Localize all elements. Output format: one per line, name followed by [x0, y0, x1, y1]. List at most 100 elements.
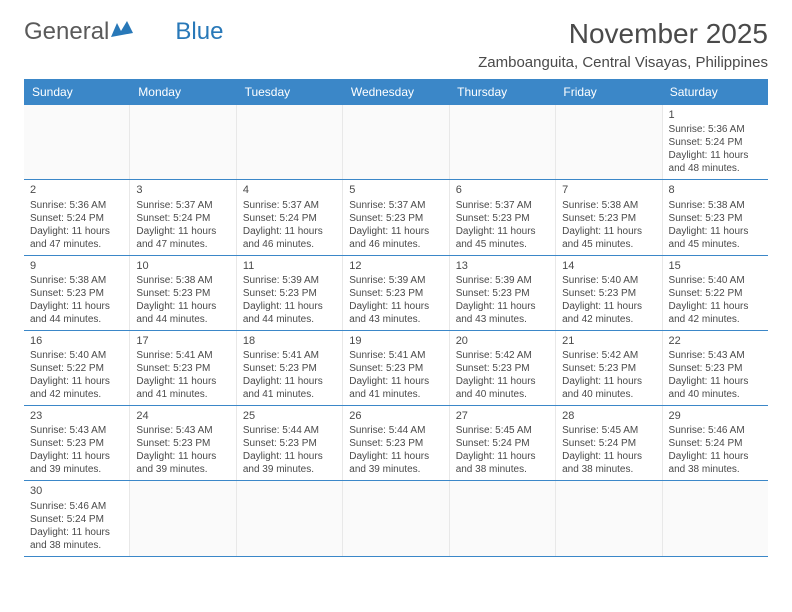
sunset-text: Sunset: 5:24 PM: [30, 513, 123, 526]
daylight-text: Daylight: 11 hours and 46 minutes.: [243, 225, 336, 251]
sunrise-text: Sunrise: 5:38 AM: [669, 199, 762, 212]
empty-cell: [130, 105, 236, 179]
daylight-text: Daylight: 11 hours and 39 minutes.: [349, 450, 442, 476]
daylight-text: Daylight: 11 hours and 40 minutes.: [669, 375, 762, 401]
sunrise-text: Sunrise: 5:38 AM: [562, 199, 655, 212]
sunset-text: Sunset: 5:23 PM: [349, 212, 442, 225]
day-cell: 19Sunrise: 5:41 AMSunset: 5:23 PMDayligh…: [343, 331, 449, 405]
week-row: 9Sunrise: 5:38 AMSunset: 5:23 PMDaylight…: [24, 256, 768, 331]
sunset-text: Sunset: 5:23 PM: [243, 437, 336, 450]
day-number: 18: [243, 334, 336, 348]
daylight-text: Daylight: 11 hours and 38 minutes.: [30, 526, 123, 552]
sunrise-text: Sunrise: 5:37 AM: [136, 199, 229, 212]
day-cell: 15Sunrise: 5:40 AMSunset: 5:22 PMDayligh…: [663, 256, 768, 330]
sunset-text: Sunset: 5:23 PM: [456, 212, 549, 225]
day-cell: 24Sunrise: 5:43 AMSunset: 5:23 PMDayligh…: [130, 406, 236, 480]
sunrise-text: Sunrise: 5:43 AM: [669, 349, 762, 362]
sunset-text: Sunset: 5:23 PM: [30, 437, 123, 450]
daylight-text: Daylight: 11 hours and 44 minutes.: [136, 300, 229, 326]
day-number: 3: [136, 183, 229, 197]
day-cell: 25Sunrise: 5:44 AMSunset: 5:23 PMDayligh…: [237, 406, 343, 480]
day-number: 1: [669, 108, 762, 122]
sunrise-text: Sunrise: 5:37 AM: [243, 199, 336, 212]
day-number: 5: [349, 183, 442, 197]
sunrise-text: Sunrise: 5:38 AM: [136, 274, 229, 287]
daylight-text: Daylight: 11 hours and 38 minutes.: [562, 450, 655, 476]
sunrise-text: Sunrise: 5:39 AM: [349, 274, 442, 287]
sunrise-text: Sunrise: 5:44 AM: [243, 424, 336, 437]
empty-cell: [24, 105, 130, 179]
location: Zamboanguita, Central Visayas, Philippin…: [478, 54, 768, 71]
day-number: 7: [562, 183, 655, 197]
sunset-text: Sunset: 5:23 PM: [136, 362, 229, 375]
day-number: 17: [136, 334, 229, 348]
sunrise-text: Sunrise: 5:42 AM: [562, 349, 655, 362]
empty-cell: [556, 105, 662, 179]
empty-cell: [343, 105, 449, 179]
empty-cell: [237, 481, 343, 555]
daylight-text: Daylight: 11 hours and 47 minutes.: [30, 225, 123, 251]
day-cell: 16Sunrise: 5:40 AMSunset: 5:22 PMDayligh…: [24, 331, 130, 405]
daylight-text: Daylight: 11 hours and 38 minutes.: [456, 450, 549, 476]
day-number: 2: [30, 183, 123, 197]
day-cell: 9Sunrise: 5:38 AMSunset: 5:23 PMDaylight…: [24, 256, 130, 330]
day-number: 14: [562, 259, 655, 273]
week-row: 16Sunrise: 5:40 AMSunset: 5:22 PMDayligh…: [24, 331, 768, 406]
day-cell: 17Sunrise: 5:41 AMSunset: 5:23 PMDayligh…: [130, 331, 236, 405]
day-number: 25: [243, 409, 336, 423]
day-number: 11: [243, 259, 336, 273]
logo-text-b: Blue: [175, 18, 223, 46]
daylight-text: Daylight: 11 hours and 38 minutes.: [669, 450, 762, 476]
sunset-text: Sunset: 5:23 PM: [136, 287, 229, 300]
day-cell: 11Sunrise: 5:39 AMSunset: 5:23 PMDayligh…: [237, 256, 343, 330]
daylight-text: Daylight: 11 hours and 43 minutes.: [349, 300, 442, 326]
daylight-text: Daylight: 11 hours and 39 minutes.: [243, 450, 336, 476]
day-cell: 13Sunrise: 5:39 AMSunset: 5:23 PMDayligh…: [450, 256, 556, 330]
weekday-header: Monday: [130, 79, 236, 105]
week-row: 30Sunrise: 5:46 AMSunset: 5:24 PMDayligh…: [24, 481, 768, 556]
sunrise-text: Sunrise: 5:37 AM: [456, 199, 549, 212]
day-cell: 30Sunrise: 5:46 AMSunset: 5:24 PMDayligh…: [24, 481, 130, 555]
week-row: 2Sunrise: 5:36 AMSunset: 5:24 PMDaylight…: [24, 180, 768, 255]
daylight-text: Daylight: 11 hours and 41 minutes.: [243, 375, 336, 401]
day-cell: 4Sunrise: 5:37 AMSunset: 5:24 PMDaylight…: [237, 180, 343, 254]
daylight-text: Daylight: 11 hours and 45 minutes.: [562, 225, 655, 251]
day-number: 12: [349, 259, 442, 273]
empty-cell: [663, 481, 768, 555]
day-number: 23: [30, 409, 123, 423]
sunrise-text: Sunrise: 5:45 AM: [456, 424, 549, 437]
day-number: 9: [30, 259, 123, 273]
day-cell: 27Sunrise: 5:45 AMSunset: 5:24 PMDayligh…: [450, 406, 556, 480]
day-number: 19: [349, 334, 442, 348]
day-cell: 6Sunrise: 5:37 AMSunset: 5:23 PMDaylight…: [450, 180, 556, 254]
sunrise-text: Sunrise: 5:43 AM: [30, 424, 123, 437]
sunset-text: Sunset: 5:22 PM: [669, 287, 762, 300]
title-block: November 2025 Zamboanguita, Central Visa…: [478, 18, 768, 71]
daylight-text: Daylight: 11 hours and 46 minutes.: [349, 225, 442, 251]
empty-cell: [556, 481, 662, 555]
logo-text-a: General: [24, 18, 109, 46]
day-number: 27: [456, 409, 549, 423]
header: General Blue November 2025 Zamboanguita, …: [24, 18, 768, 71]
weekday-header: Tuesday: [237, 79, 343, 105]
daylight-text: Daylight: 11 hours and 40 minutes.: [456, 375, 549, 401]
sunset-text: Sunset: 5:23 PM: [349, 437, 442, 450]
day-number: 29: [669, 409, 762, 423]
daylight-text: Daylight: 11 hours and 40 minutes.: [562, 375, 655, 401]
sunrise-text: Sunrise: 5:37 AM: [349, 199, 442, 212]
sunrise-text: Sunrise: 5:39 AM: [243, 274, 336, 287]
month-title: November 2025: [478, 18, 768, 50]
sunrise-text: Sunrise: 5:38 AM: [30, 274, 123, 287]
day-cell: 14Sunrise: 5:40 AMSunset: 5:23 PMDayligh…: [556, 256, 662, 330]
day-cell: 21Sunrise: 5:42 AMSunset: 5:23 PMDayligh…: [556, 331, 662, 405]
weeks-container: 1Sunrise: 5:36 AMSunset: 5:24 PMDaylight…: [24, 105, 768, 557]
week-row: 1Sunrise: 5:36 AMSunset: 5:24 PMDaylight…: [24, 105, 768, 180]
day-number: 16: [30, 334, 123, 348]
sunset-text: Sunset: 5:24 PM: [243, 212, 336, 225]
daylight-text: Daylight: 11 hours and 44 minutes.: [30, 300, 123, 326]
sunrise-text: Sunrise: 5:43 AM: [136, 424, 229, 437]
sunset-text: Sunset: 5:23 PM: [456, 287, 549, 300]
daylight-text: Daylight: 11 hours and 39 minutes.: [30, 450, 123, 476]
calendar: SundayMondayTuesdayWednesdayThursdayFrid…: [24, 79, 768, 557]
week-row: 23Sunrise: 5:43 AMSunset: 5:23 PMDayligh…: [24, 406, 768, 481]
